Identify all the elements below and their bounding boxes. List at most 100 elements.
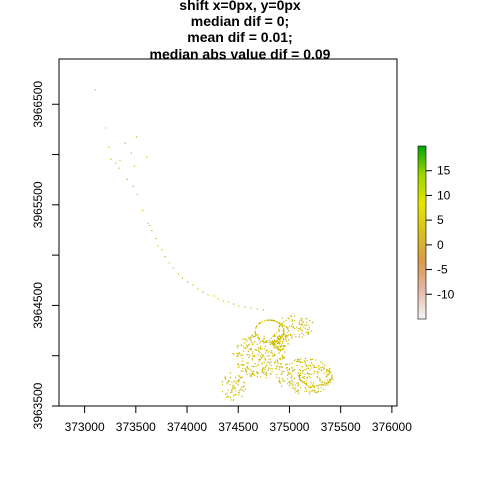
raster-point: [318, 368, 320, 371]
raster-point: [241, 395, 243, 397]
raster-point: [298, 323, 301, 325]
raster-point: [296, 364, 298, 366]
raster-point: [319, 379, 321, 381]
raster-point: [242, 338, 244, 340]
raster-point: [292, 381, 294, 383]
raster-point: [249, 375, 251, 377]
raster-point: [296, 382, 298, 384]
raster-point: [262, 340, 264, 342]
raster-point: [253, 335, 255, 337]
raster-point: [332, 379, 334, 381]
raster-point: [252, 353, 254, 355]
raster-point: [298, 368, 301, 370]
raster-point: [293, 333, 295, 335]
raster-point: [313, 386, 315, 388]
raster-point: [273, 333, 276, 336]
raster-point: [288, 381, 290, 383]
raster-point: [251, 370, 253, 372]
raster-point: [281, 323, 283, 325]
raster-point: [217, 298, 219, 300]
raster-point: [256, 308, 258, 310]
raster-point: [309, 373, 311, 375]
raster-point: [294, 369, 296, 371]
raster-point: [229, 396, 231, 398]
raster-point: [161, 249, 163, 251]
raster-point: [240, 344, 242, 346]
raster-point: [297, 372, 299, 374]
raster-point: [291, 376, 293, 378]
raster-point: [312, 364, 314, 366]
raster-point: [251, 341, 253, 343]
raster-point: [324, 383, 326, 385]
raster-point: [287, 327, 289, 329]
raster-point: [276, 365, 278, 367]
raster-point: [255, 326, 257, 329]
raster-point: [252, 343, 254, 345]
raster-point: [280, 363, 282, 365]
raster-point: [281, 349, 283, 351]
raster-point: [279, 324, 281, 326]
x-tick-label: 375000: [269, 420, 309, 434]
raster-point: [283, 332, 285, 334]
raster-point: [301, 323, 303, 325]
raster-point: [305, 331, 307, 334]
raster-point: [312, 385, 314, 387]
raster-point: [230, 391, 232, 393]
raster-point: [273, 335, 276, 337]
raster-point: [231, 381, 233, 383]
raster-point: [259, 355, 262, 357]
raster-point: [299, 369, 301, 372]
y-tick-label: 3966500: [31, 81, 45, 128]
raster-point: [298, 328, 300, 330]
raster-point: [289, 381, 291, 383]
raster-point: [254, 349, 256, 351]
raster-point: [282, 356, 284, 358]
raster-point: [263, 335, 265, 337]
raster-point: [286, 363, 288, 365]
raster-point: [237, 352, 239, 354]
raster-point: [301, 332, 303, 334]
raster-point: [307, 384, 309, 387]
raster-point: [262, 368, 264, 370]
raster-point: [238, 381, 240, 383]
raster-point: [243, 364, 245, 366]
raster-point: [283, 345, 285, 347]
raster-point: [249, 338, 251, 340]
raster-point: [291, 387, 293, 389]
raster-point: [224, 377, 226, 379]
raster-point: [287, 335, 289, 337]
raster-point: [265, 371, 267, 373]
raster-point: [251, 358, 253, 360]
raster-point: [290, 334, 292, 336]
raster-point: [306, 331, 308, 333]
raster-point: [242, 386, 245, 388]
raster-point: [202, 291, 204, 293]
raster-point: [323, 381, 325, 383]
raster-point: [300, 361, 302, 363]
raster-point: [270, 341, 272, 343]
raster-point: [293, 320, 296, 322]
raster-point: [246, 374, 248, 376]
raster-point: [238, 363, 240, 365]
raster-point: [325, 375, 327, 377]
raster-point: [258, 323, 260, 325]
raster-point: [308, 386, 310, 388]
raster-point: [265, 358, 267, 360]
raster-point: [291, 379, 293, 382]
raster-point: [294, 359, 297, 361]
raster-point: [250, 339, 252, 342]
raster-point: [270, 337, 272, 340]
raster-point: [197, 288, 199, 290]
raster-point: [281, 342, 283, 344]
raster-point: [262, 354, 264, 356]
raster-point: [328, 370, 330, 372]
raster-point: [250, 348, 252, 350]
raster-point: [261, 371, 263, 373]
raster-point: [264, 358, 266, 360]
raster-point: [240, 370, 242, 372]
raster-point: [280, 334, 282, 336]
raster-point: [277, 338, 280, 340]
raster-point: [258, 361, 260, 363]
raster-point: [303, 378, 305, 380]
raster-point: [303, 326, 305, 328]
